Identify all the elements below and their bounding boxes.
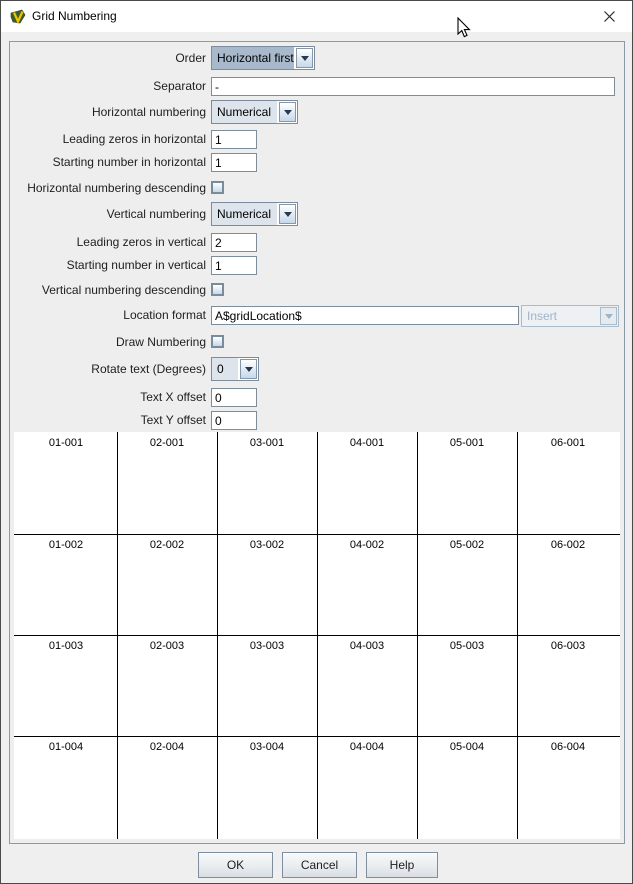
order-label: Order [175,51,206,65]
grid-cell-label: 05-004 [449,741,485,753]
grid-cell-label: 04-004 [349,741,385,753]
rotate-text-value: 0 [212,358,238,380]
vertical-numbering-combobox[interactable]: Numerical [211,202,298,226]
horizontal-numbering-combobox[interactable]: Numerical [211,100,298,124]
draw-numbering-checkbox[interactable] [211,335,224,348]
grid-cell-label: 04-001 [349,437,385,449]
location-format-input[interactable] [211,306,519,325]
text-y-offset-input[interactable] [211,411,257,430]
grid-line-horizontal [14,635,620,636]
vertical-numbering-value: Numerical [212,203,277,225]
grid-cell-label: 05-003 [449,640,485,652]
chevron-down-icon [283,211,292,217]
grid-preview: 01-001 02-001 03-001 04-001 05-001 06-00… [14,432,620,839]
title-bar[interactable]: Grid Numbering [1,1,632,32]
chevron-down-icon [300,55,309,61]
starting-number-vertical-input[interactable] [211,256,257,275]
location-format-label: Location format [123,308,206,322]
order-combobox-arrow-button[interactable] [296,48,313,68]
grid-cell-label: 04-002 [349,539,385,551]
grid-cell-label: 06-003 [550,640,586,652]
rotate-text-combobox[interactable]: 0 [211,357,259,381]
order-combobox[interactable]: Horizontal first [211,46,315,70]
close-button[interactable] [587,1,632,32]
grid-cell-label: 01-001 [48,437,84,449]
ok-button[interactable]: OK [198,852,273,878]
grid-line-horizontal [14,534,620,535]
grid-line-horizontal [14,736,620,737]
horizontal-descending-label: Horizontal numbering descending [27,181,206,195]
insert-combobox-value: Insert [527,309,558,323]
chevron-down-icon [283,109,292,115]
vassal-logo-icon [10,9,26,25]
draw-numbering-label: Draw Numbering [115,335,206,349]
grid-cell-label: 02-003 [149,640,185,652]
grid-cell-label: 05-002 [449,539,485,551]
grid-cell-label: 05-001 [449,437,485,449]
grid-cell-label: 03-004 [249,741,285,753]
leading-zeros-horizontal-label: Leading zeros in horizontal [62,132,206,146]
vertical-numbering-label: Vertical numbering [106,207,206,221]
leading-zeros-horizontal-input[interactable] [211,130,257,149]
horizontal-numbering-value: Numerical [212,101,277,123]
separator-label: Separator [153,79,206,93]
grid-cell-label: 03-002 [249,539,285,551]
horizontal-numbering-label: Horizontal numbering [91,105,206,119]
starting-number-horizontal-input[interactable] [211,153,257,172]
horizontal-descending-checkbox[interactable] [211,181,224,194]
insert-combobox-disabled[interactable]: Insert [521,305,619,327]
text-x-offset-input[interactable] [211,388,257,407]
help-button[interactable]: Help [366,852,438,878]
grid-cell-label: 06-001 [550,437,586,449]
vertical-numbering-arrow-button[interactable] [279,204,296,224]
grid-cell-label: 02-002 [149,539,185,551]
grid-cell-label: 04-003 [349,640,385,652]
grid-cell-label: 06-002 [550,539,586,551]
text-x-offset-label: Text X offset [140,390,206,404]
insert-combobox-arrow-button[interactable] [600,307,617,325]
starting-number-horizontal-label: Starting number in horizontal [52,155,206,169]
close-icon [604,11,615,22]
starting-number-vertical-label: Starting number in vertical [66,258,206,272]
vertical-descending-checkbox[interactable] [211,283,224,296]
leading-zeros-vertical-label: Leading zeros in vertical [76,235,206,249]
vertical-descending-label: Vertical numbering descending [41,283,206,297]
grid-cell-label: 03-001 [249,437,285,449]
grid-cell-label: 01-003 [48,640,84,652]
horizontal-numbering-arrow-button[interactable] [279,102,296,122]
chevron-down-icon [244,366,253,372]
rotate-text-arrow-button[interactable] [240,359,257,379]
grid-cell-label: 01-002 [48,539,84,551]
grid-cell-label: 01-004 [48,741,84,753]
leading-zeros-vertical-input[interactable] [211,233,257,252]
separator-input[interactable] [211,77,615,96]
window-title: Grid Numbering [32,9,117,23]
order-combobox-value: Horizontal first [212,47,294,69]
chevron-down-icon [604,313,613,319]
text-y-offset-label: Text Y offset [140,413,206,427]
cancel-button[interactable]: Cancel [282,852,357,878]
grid-cell-label: 02-001 [149,437,185,449]
grid-cell-label: 06-004 [550,741,586,753]
grid-cell-label: 02-004 [149,741,185,753]
rotate-text-label: Rotate text (Degrees) [91,362,206,376]
grid-cell-label: 03-003 [249,640,285,652]
